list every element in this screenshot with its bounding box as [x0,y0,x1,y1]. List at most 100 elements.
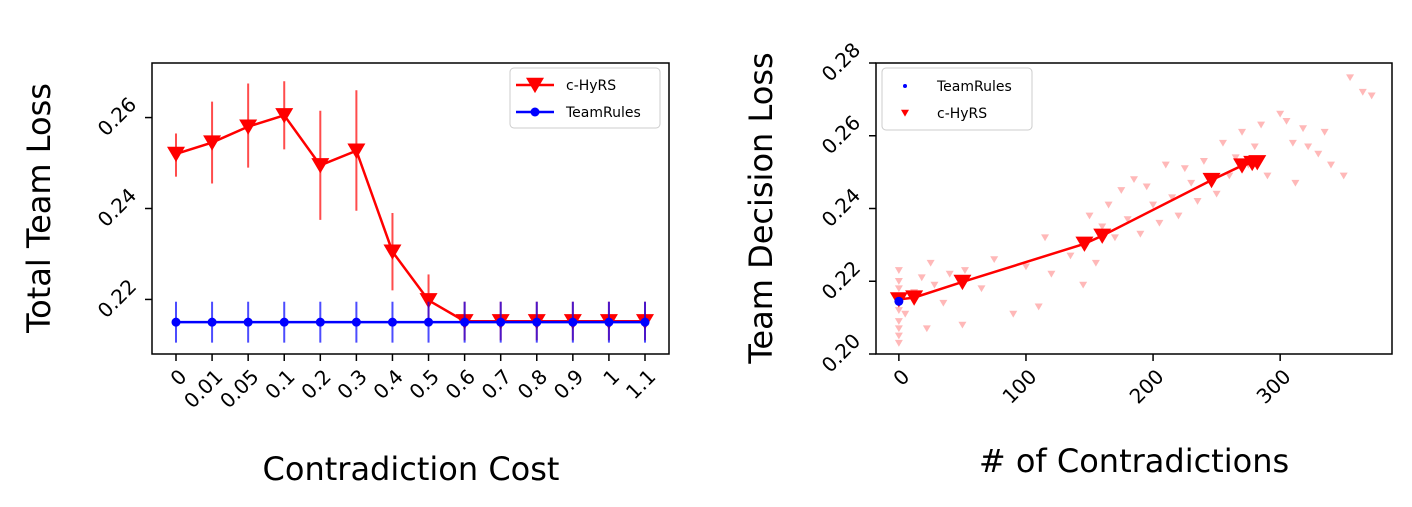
data-point [279,317,289,327]
scatter-point [1291,179,1300,187]
right-y-tick-label: 0.20 [817,329,865,377]
scatter-point [945,270,954,278]
right-y-tick-label: 0.22 [817,256,865,304]
scatter-point [1367,92,1376,100]
right-x-tick-label: 0 [888,364,914,390]
scatter-point [1314,150,1323,158]
left-x-tick-label: 0.5 [404,364,443,403]
scatter-point [1161,161,1170,169]
scatter-point [894,339,903,347]
scatter-point [894,318,903,325]
left-x-axis-label: Contradiction Cost [263,450,560,488]
scatter-point [1282,118,1291,125]
scatter-point [1110,234,1119,242]
right-scatter-points [894,74,1376,347]
data-point [275,108,294,124]
scatter-point [894,307,903,314]
scatter-point [894,325,903,333]
scatter-point [926,259,935,267]
data-point [171,317,181,327]
legend-entry-teamrules: TeamRules [516,105,641,121]
data-point [568,317,578,327]
chyrs-trend-point [1233,158,1252,174]
right-y-tick-label: 0.28 [817,38,865,86]
scatter-point [1263,172,1272,180]
left-x-tick-label: 0.05 [215,364,263,412]
data-point [167,146,185,163]
scatter-point [1174,212,1183,220]
right-chart: 0.20 0.22 0.24 0.26 0.28 0 100 200 300 # of Con… [742,38,1393,480]
scatter-point [977,285,986,293]
legend-marker [530,107,540,117]
scatter-point [960,267,969,274]
left-x-tick-label: 1.1 [621,364,660,403]
scatter-point [917,274,926,282]
legend-label: c-HyRS [566,78,616,94]
data-point [239,119,258,135]
scatter-point [901,310,910,318]
scatter-point [930,281,939,289]
legend-marker [526,77,544,94]
scatter-point [1358,88,1367,96]
data-point [604,317,614,327]
scatter-point [1326,161,1335,169]
scatter-point [1123,216,1132,224]
chyrs-trend-point [1093,228,1112,244]
left-x-tick-label: 0.1 [260,364,299,403]
chyrs-trend-point [1075,236,1094,252]
data-point [315,317,325,327]
legend-entry-c-hyrs: c-HyRS [516,77,616,94]
scatter-point [1288,139,1297,147]
scatter-point [1218,139,1227,147]
scatter-point [1320,128,1329,136]
legend-marker [903,84,907,88]
left-x-tick-label: 0.3 [332,364,371,403]
scatter-point [1180,165,1189,173]
right-teamrules-points [894,296,904,306]
right-y-tick-label: 0.24 [817,183,865,231]
left-y-tick-label: 0.24 [93,183,141,231]
chyrs-trend-point [905,290,924,306]
scatter-point [1257,121,1266,129]
data-point [419,293,438,309]
scatter-point [1091,259,1100,267]
right-y-ticks: 0.20 0.22 0.24 0.26 0.28 [817,38,876,377]
scatter-point [1098,223,1107,231]
scatter-point [1231,154,1240,162]
scatter-point [1238,128,1247,136]
left-x-tick-label: 0.7 [477,364,516,403]
left-x-tick-label: 0.8 [513,364,552,403]
legend-entry-c-hyrs: c-HyRS [901,106,987,122]
scatter-point [1104,201,1113,209]
right-y-axis-label: Team Decision Loss [742,52,780,364]
scatter-point [894,285,903,293]
data-point [424,317,434,327]
data-point [347,143,366,159]
scatter-point [1021,263,1030,271]
scatter-point [1339,172,1348,180]
scatter-point [922,325,931,333]
scatter-point [894,267,903,274]
scatter-point [1009,310,1018,318]
scatter-point [1142,183,1151,191]
scatter-point [1047,270,1056,278]
right-x-tick-label: 300 [1252,364,1296,408]
right-x-axis-label: # of Contradictions [979,442,1289,480]
right-y-tick-label: 0.26 [817,110,865,158]
data-point [203,135,222,151]
legend-label: TeamRules [565,105,641,121]
data-point [243,317,253,327]
scatter-point [1041,234,1050,242]
scatter-point [894,278,903,285]
chyrs-trend-point [1248,155,1267,171]
scatter-point [1079,281,1088,289]
left-x-tick-label: 0.4 [368,364,407,403]
scatter-point [1085,212,1094,220]
scatter-point [1346,74,1355,82]
scatter-point [1066,252,1075,260]
right-x-tick-label: 200 [1125,364,1169,408]
legend-entry-teamrules: TeamRules [903,79,1012,95]
left-series [167,81,654,343]
legend-label: TeamRules [936,79,1012,95]
